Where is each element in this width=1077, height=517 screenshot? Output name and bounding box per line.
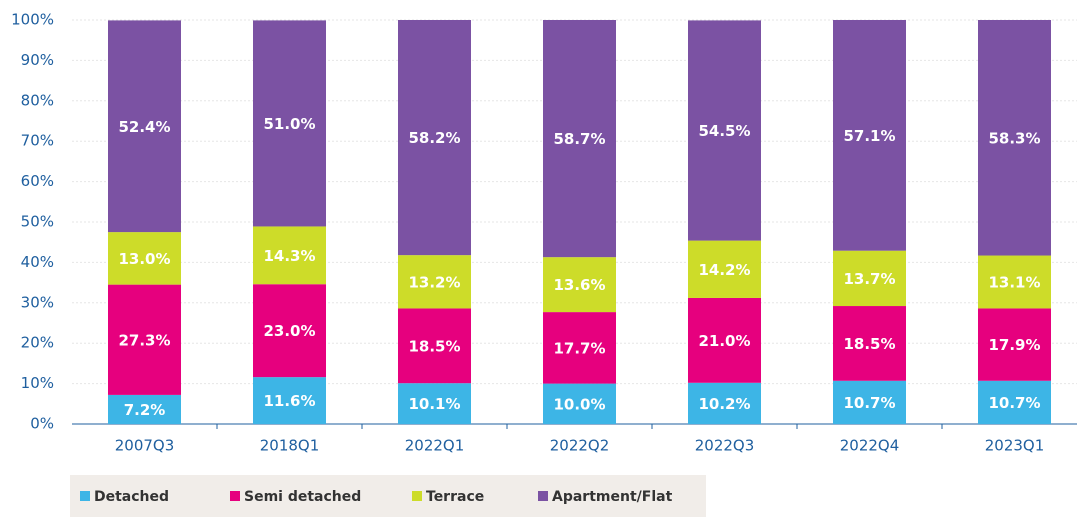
data-label: 13.0% bbox=[118, 250, 170, 268]
y-tick-label: 90% bbox=[21, 51, 54, 69]
y-tick-label: 30% bbox=[21, 293, 54, 311]
bar-segment bbox=[543, 312, 616, 384]
y-tick-label: 0% bbox=[30, 415, 54, 433]
bar-segment bbox=[108, 232, 181, 285]
data-label: 58.2% bbox=[408, 129, 460, 147]
data-label: 13.2% bbox=[408, 273, 460, 291]
bar-segment bbox=[398, 255, 471, 309]
data-label: 21.0% bbox=[698, 332, 750, 350]
data-label: 14.2% bbox=[698, 261, 750, 279]
x-tick-label: 2018Q1 bbox=[260, 437, 320, 455]
x-tick-label: 2022Q3 bbox=[695, 437, 755, 455]
data-label: 58.7% bbox=[553, 130, 605, 148]
data-label: 7.2% bbox=[124, 401, 166, 419]
bar-segment bbox=[978, 380, 1051, 424]
bar-segment bbox=[688, 240, 761, 298]
x-tick-label: 2023Q1 bbox=[985, 437, 1045, 455]
bar-segment bbox=[543, 383, 616, 424]
bar-segment bbox=[108, 394, 181, 424]
bar-segment bbox=[688, 382, 761, 424]
legend-swatch bbox=[412, 491, 422, 501]
data-label: 18.5% bbox=[843, 335, 895, 353]
y-tick-label: 100% bbox=[11, 11, 54, 29]
bar-segment bbox=[978, 20, 1051, 256]
bar-segment bbox=[978, 255, 1051, 309]
x-tick-label: 2007Q3 bbox=[115, 437, 175, 455]
legend-label: Terrace bbox=[426, 489, 484, 505]
data-label: 18.5% bbox=[408, 337, 460, 355]
bar-segment bbox=[543, 20, 616, 258]
y-tick-label: 70% bbox=[21, 132, 54, 150]
bar-segment bbox=[688, 20, 761, 241]
bar-segment bbox=[978, 308, 1051, 381]
y-tick-label: 20% bbox=[21, 334, 54, 352]
y-tick-label: 10% bbox=[21, 374, 54, 392]
bar-segment bbox=[398, 383, 471, 424]
data-label: 10.7% bbox=[843, 394, 895, 412]
legend-swatch bbox=[538, 491, 548, 501]
data-label: 57.1% bbox=[843, 127, 895, 145]
x-tick-label: 2022Q1 bbox=[405, 437, 465, 455]
y-tick-label: 80% bbox=[21, 91, 54, 109]
bar-segment bbox=[108, 284, 181, 395]
y-tick-label: 40% bbox=[21, 253, 54, 271]
legend-label: Detached bbox=[94, 489, 169, 505]
bar-segment bbox=[253, 20, 326, 227]
bar-segment bbox=[543, 257, 616, 313]
data-label: 27.3% bbox=[118, 331, 170, 349]
bar-segment bbox=[833, 380, 906, 424]
y-tick-label: 60% bbox=[21, 172, 54, 190]
data-label: 52.4% bbox=[118, 118, 170, 136]
y-tick-label: 50% bbox=[21, 213, 54, 231]
legend-swatch bbox=[230, 491, 240, 501]
legend-swatch bbox=[80, 491, 90, 501]
data-label: 10.7% bbox=[988, 394, 1040, 412]
data-label: 17.9% bbox=[988, 336, 1040, 354]
bar-segment bbox=[398, 308, 471, 384]
data-label: 54.5% bbox=[698, 122, 750, 140]
data-label: 10.2% bbox=[698, 395, 750, 413]
bar-segment bbox=[833, 20, 906, 251]
data-label: 17.7% bbox=[553, 339, 605, 357]
data-label: 10.0% bbox=[553, 395, 605, 413]
legend-box bbox=[70, 475, 706, 517]
bar-segment bbox=[688, 297, 761, 383]
data-label: 58.3% bbox=[988, 129, 1040, 147]
bar-segment bbox=[253, 377, 326, 424]
data-label: 10.1% bbox=[408, 395, 460, 413]
x-tick-label: 2022Q2 bbox=[550, 437, 610, 455]
bar-segment bbox=[833, 306, 906, 381]
bar-segment bbox=[398, 20, 471, 256]
data-label: 14.3% bbox=[263, 247, 315, 265]
bar-segment bbox=[253, 226, 326, 285]
legend-label: Semi detached bbox=[244, 489, 361, 505]
data-label: 23.0% bbox=[263, 322, 315, 340]
x-tick-label: 2022Q4 bbox=[840, 437, 900, 455]
data-label: 13.7% bbox=[843, 270, 895, 288]
data-label: 51.0% bbox=[263, 115, 315, 133]
bar-segment bbox=[108, 20, 181, 233]
data-label: 11.6% bbox=[263, 392, 315, 410]
data-label: 13.6% bbox=[553, 276, 605, 294]
bar-segment bbox=[253, 284, 326, 378]
bar-segment bbox=[833, 250, 906, 307]
legend-label: Apartment/Flat bbox=[552, 489, 673, 505]
data-label: 13.1% bbox=[988, 273, 1040, 291]
